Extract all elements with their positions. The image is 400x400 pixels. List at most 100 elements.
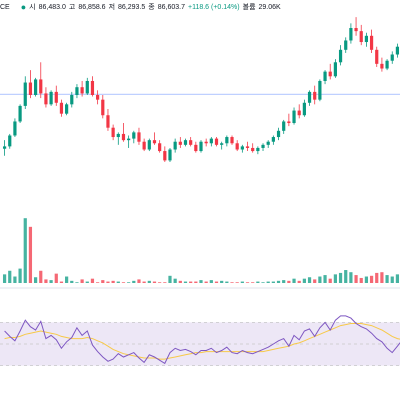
volume-bar	[235, 282, 239, 283]
volume-bar	[385, 275, 389, 283]
volume-bar	[106, 281, 110, 283]
volume-bar	[276, 280, 281, 283]
candle-body	[2, 146, 7, 149]
candle-body	[39, 79, 43, 94]
volume-bar	[307, 277, 312, 283]
volume-bar	[209, 280, 213, 283]
ohlc-legend: CE ● 시 86,483.0 고 86,858.6 저 86,293.5 종 86,6…	[0, 0, 284, 14]
candle-body	[18, 105, 22, 122]
candle-body	[23, 82, 27, 106]
volume-bar	[220, 280, 224, 283]
candle-body	[282, 121, 286, 131]
candle-body	[214, 138, 219, 145]
volume-bar	[313, 279, 317, 283]
candle-body	[121, 133, 126, 141]
volume-bar	[338, 272, 343, 283]
candle-body	[132, 132, 136, 139]
volume-bar	[204, 281, 208, 283]
candle-body	[313, 91, 317, 100]
volume-value: 29.06K	[258, 3, 281, 11]
candle-body	[349, 28, 353, 41]
volume-bar	[230, 282, 234, 283]
open-label: 시	[29, 4, 36, 11]
volume-bar	[39, 270, 43, 283]
candle-body	[240, 146, 244, 150]
volume-bar	[137, 279, 141, 283]
volume-bar	[183, 281, 188, 283]
candle-body	[54, 91, 58, 103]
candle-body	[147, 140, 151, 150]
candle-body	[323, 71, 327, 81]
candle-body	[266, 141, 270, 145]
low-label: 저	[108, 4, 116, 11]
volume-bar	[282, 280, 286, 283]
volume-bar	[256, 281, 260, 283]
candle-body	[230, 137, 234, 144]
candle-body	[209, 138, 213, 144]
candle-body	[369, 35, 374, 50]
volume-bar	[18, 268, 22, 283]
high-value: 86,858.6	[78, 3, 106, 11]
volume-bar	[266, 281, 270, 283]
volume-bar	[90, 278, 95, 283]
volume-bar	[80, 279, 84, 283]
candle-body	[158, 143, 162, 152]
candle-body	[8, 135, 12, 147]
candle-body	[390, 54, 394, 61]
candle-body	[85, 80, 89, 94]
volume-bar	[240, 281, 244, 283]
candle-body	[245, 146, 250, 148]
volume-bar	[2, 274, 7, 283]
candle-body	[297, 110, 301, 116]
high-label: 고	[68, 4, 76, 11]
volume-bar	[121, 282, 126, 283]
change-value: +118.6 (+0.14%)	[187, 3, 240, 11]
volume-bar	[333, 274, 337, 283]
candle-body	[183, 140, 188, 145]
candle-body	[354, 28, 358, 32]
candle-body	[307, 91, 312, 103]
candle-body	[189, 140, 193, 145]
volume-bar	[13, 276, 17, 283]
candle-body	[287, 121, 291, 124]
candle-body	[375, 49, 379, 64]
volume-bar	[142, 281, 146, 283]
symbol-label: CE	[0, 3, 10, 11]
volume-bar	[364, 276, 369, 283]
candle-body	[256, 147, 260, 152]
volume-bar	[261, 282, 265, 283]
volume-bar	[70, 280, 74, 283]
candle-body	[80, 87, 84, 94]
candle-body	[106, 115, 110, 128]
open-value: 86,483.0	[38, 3, 66, 11]
candle-body	[70, 94, 74, 105]
volume-bar	[354, 275, 358, 283]
volume-bar	[54, 273, 58, 283]
candle-body	[333, 62, 337, 77]
candle-body	[101, 99, 105, 116]
volume-bar	[49, 280, 53, 283]
candle-body	[338, 49, 343, 63]
volume-bar	[158, 282, 162, 283]
volume-bar	[225, 281, 229, 283]
candle-body	[225, 137, 229, 144]
candle-body	[292, 110, 296, 124]
volume-bar	[349, 272, 353, 283]
volume-bar	[147, 280, 151, 283]
candle-body	[235, 143, 239, 150]
candle-body	[395, 46, 400, 55]
candle-body	[251, 147, 255, 152]
volume-bar	[116, 281, 120, 283]
volume-bar	[214, 281, 219, 283]
volume-bar	[8, 270, 12, 283]
volume-bar	[245, 282, 250, 283]
volume-bar	[292, 278, 296, 283]
volume-bar	[28, 226, 33, 283]
volume-bar	[375, 272, 379, 283]
candle-body	[344, 40, 348, 50]
volume-bar	[101, 280, 105, 283]
volume-bar	[85, 281, 89, 283]
volume-bar	[380, 272, 384, 283]
